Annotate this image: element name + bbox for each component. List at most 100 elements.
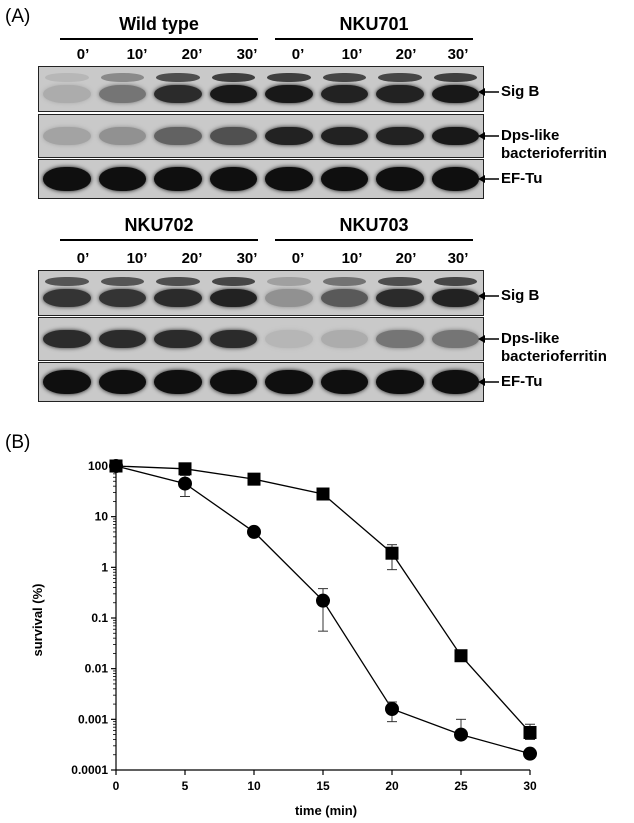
blot-band-upper	[100, 277, 144, 286]
blot-row-label: EF-Tu	[501, 170, 542, 188]
group-underline	[60, 38, 258, 40]
blot-band-upper	[45, 73, 89, 82]
blot-band	[43, 126, 91, 146]
x-axis-label: time (min)	[295, 803, 357, 818]
arrow-left-icon	[478, 88, 499, 96]
blot-band-upper	[433, 277, 477, 286]
blot-band	[376, 126, 424, 146]
blot-band	[43, 84, 91, 104]
blot-row-label-line: Sig B	[501, 287, 540, 304]
square-marker	[454, 649, 468, 663]
blot-row-label: EF-Tu	[501, 373, 542, 391]
square-marker	[178, 462, 192, 476]
blot-band	[98, 370, 146, 394]
blot-band	[376, 370, 424, 394]
y-tick-label: 0.1	[91, 611, 108, 625]
blot-band-upper	[211, 277, 255, 286]
blot-band	[154, 288, 202, 308]
y-axis-label: survival (%)	[30, 584, 45, 657]
group-title: NKU702	[124, 215, 194, 235]
circle-marker	[316, 593, 330, 608]
blot-row-label: Dps-like bacterioferritin	[501, 330, 607, 366]
blot-band	[209, 126, 257, 146]
blot-band	[320, 167, 368, 191]
blot-band	[154, 126, 202, 146]
blot-band	[265, 288, 313, 308]
blot-band	[98, 126, 146, 146]
blot-band	[265, 126, 313, 146]
timepoint-label: 30’	[447, 250, 469, 267]
group-title: Wild type	[119, 14, 199, 34]
blot-row-label-line: Sig B	[501, 83, 540, 100]
blot-band	[376, 329, 424, 349]
square-marker	[247, 472, 261, 486]
circle-marker	[178, 476, 192, 491]
blot-band-upper	[211, 73, 255, 82]
blot-band	[265, 167, 313, 191]
timepoint-label: 20’	[181, 250, 203, 267]
blot-band	[265, 84, 313, 104]
chart-marks	[109, 459, 537, 761]
blot-band	[209, 84, 257, 104]
square-marker	[316, 487, 330, 501]
blot-row-label: Sig B	[501, 287, 539, 305]
blot-band	[43, 329, 91, 349]
arrow-left-icon	[478, 378, 499, 386]
timepoint-label: 10’	[126, 250, 148, 267]
blot-row-label-line: bacterioferritin	[501, 348, 607, 365]
blot-row-label: Dps-like bacterioferritin	[501, 127, 607, 163]
blot-band	[431, 126, 479, 146]
y-tick-label: 10	[95, 510, 109, 524]
arrow-left-icon	[478, 175, 499, 183]
blot-band	[376, 167, 424, 191]
blot-band-upper	[378, 277, 422, 286]
blot-upper-block: Wild type NKU701 0’ 10’ 20’ 30’ 0’ 10’ 20’ 30’ Sig…	[0, 0, 634, 210]
square-marker	[385, 546, 399, 560]
blot-row-label-line: Dps-like	[501, 330, 560, 347]
blot-band	[98, 84, 146, 104]
blot-row	[38, 317, 484, 361]
timepoint-label: 20’	[395, 250, 417, 267]
blot-band	[320, 84, 368, 104]
blot-band	[154, 329, 202, 349]
x-tick-label: 25	[454, 779, 468, 793]
group-title: NKU703	[339, 215, 409, 235]
blot-row-label: Sig B	[501, 83, 539, 101]
timepoint-label: 10’	[341, 46, 363, 63]
timepoint-label: 30’	[447, 46, 469, 63]
blot-band-upper	[100, 73, 144, 82]
x-tick-label: 0	[113, 779, 120, 793]
blot-band	[209, 329, 257, 349]
blot-band	[320, 288, 368, 308]
blot-band	[265, 329, 313, 349]
arrow-left-icon	[478, 335, 499, 343]
arrow-left-icon	[478, 132, 499, 140]
y-tick-label: 100	[88, 459, 108, 473]
blot-band	[265, 370, 313, 394]
blot-band-upper	[378, 73, 422, 82]
blot-band	[43, 288, 91, 308]
blot-row	[38, 270, 484, 316]
circle-marker	[454, 727, 468, 742]
blot-band	[376, 288, 424, 308]
circle-marker	[109, 459, 123, 473]
x-tick-label: 30	[523, 779, 537, 793]
blot-band	[154, 84, 202, 104]
blot-band	[154, 370, 202, 394]
blot-band	[43, 167, 91, 191]
timepoint-label: 20’	[181, 46, 203, 63]
blot-band	[98, 167, 146, 191]
x-tick-label: 20	[385, 779, 399, 793]
blot-band	[320, 329, 368, 349]
blot-band	[431, 370, 479, 394]
blot-band-upper	[322, 277, 366, 286]
blot-band	[154, 167, 202, 191]
blot-row-label-line: Dps-like	[501, 127, 560, 144]
circle-marker	[523, 746, 537, 761]
blot-band	[431, 167, 479, 191]
group-title: NKU701	[339, 14, 409, 34]
timepoint-label: 0’	[291, 46, 305, 63]
blot-band	[43, 370, 91, 394]
blot-band	[431, 84, 479, 104]
